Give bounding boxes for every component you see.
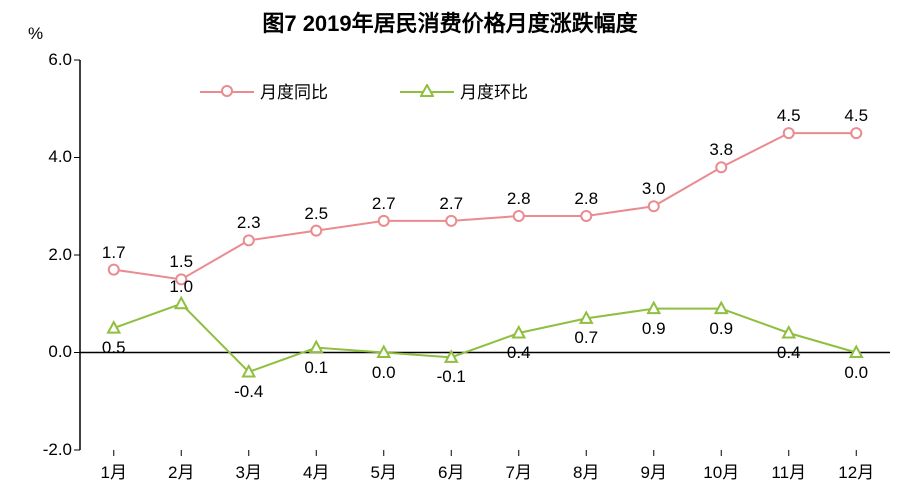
y-tick-label: 6.0: [26, 50, 72, 70]
series1-value-label: 2.3: [224, 213, 274, 233]
legend-item-series1: 月度同比: [200, 78, 328, 103]
series2-value-label: 0.5: [89, 338, 139, 358]
x-tick-label: 9月: [624, 458, 684, 483]
series2-value-label: 0.0: [831, 363, 881, 383]
y-tick-label: -2.0: [26, 440, 72, 460]
x-tick-label: 8月: [556, 458, 616, 483]
y-tick-label: 2.0: [26, 245, 72, 265]
series1-value-label: 2.7: [426, 194, 476, 214]
legend-label: 月度同比: [260, 78, 328, 103]
series2-value-label: 0.4: [494, 343, 544, 363]
series1-value-label: 3.0: [629, 179, 679, 199]
series2-value-label: 0.9: [629, 319, 679, 339]
x-tick-label: 1月: [84, 458, 144, 483]
series2-value-label: 0.1: [291, 358, 341, 378]
legend-label: 月度环比: [460, 78, 528, 103]
series1-value-label: 4.5: [831, 106, 881, 126]
x-tick-label: 4月: [286, 458, 346, 483]
cpi-monthly-chart: 图7 2019年居民消费价格月度涨跌幅度 % -2.00.02.04.06.01…: [0, 0, 900, 503]
series2-value-label: 0.4: [764, 343, 814, 363]
series2-value-label: -0.1: [426, 367, 476, 387]
x-tick-label: 5月: [354, 458, 414, 483]
series1-value-label: 2.7: [359, 194, 409, 214]
series2-value-label: 1.0: [156, 277, 206, 297]
series1-value-label: 1.7: [89, 243, 139, 263]
series1-value-label: 2.8: [494, 189, 544, 209]
x-tick-label: 10月: [691, 458, 751, 483]
y-tick-label: 4.0: [26, 147, 72, 167]
x-tick-label: 3月: [219, 458, 279, 483]
series2-value-label: -0.4: [224, 382, 274, 402]
x-tick-label: 11月: [759, 458, 819, 483]
series1-value-label: 1.5: [156, 252, 206, 272]
x-tick-label: 6月: [421, 458, 481, 483]
series1-value-label: 2.5: [291, 204, 341, 224]
series2-value-label: 0.9: [696, 319, 746, 339]
y-tick-label: 0.0: [26, 342, 72, 362]
series1-value-label: 4.5: [764, 106, 814, 126]
x-tick-label: 2月: [151, 458, 211, 483]
x-tick-label: 7月: [489, 458, 549, 483]
series1-value-label: 3.8: [696, 140, 746, 160]
series2-value-label: 0.0: [359, 363, 409, 383]
series2-value-label: 0.7: [561, 328, 611, 348]
legend-item-series2: 月度环比: [400, 78, 528, 103]
series1-value-label: 2.8: [561, 189, 611, 209]
x-tick-label: 12月: [826, 458, 886, 483]
